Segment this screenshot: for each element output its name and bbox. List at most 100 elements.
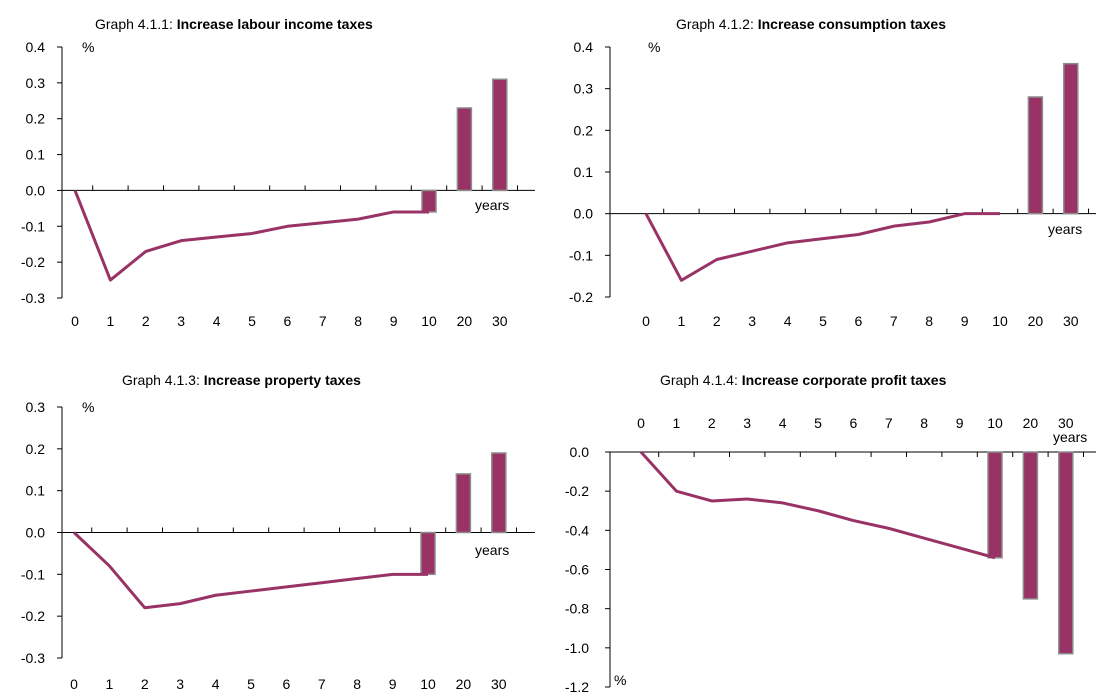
y-tick-label: -0.6 [565,562,589,578]
x-tick-label: 7 [890,313,898,329]
x-tick-label: 5 [814,415,822,431]
y-tick-label: 0.3 [574,81,594,97]
x-tick-label: 8 [920,415,928,431]
x-tick-label: 1 [107,313,115,329]
chart-title-bold: Increase labour income taxes [176,16,373,32]
bar [491,452,507,534]
x-tick-label: 4 [213,313,221,329]
x-axis-label: years [1053,429,1087,445]
x-tick-label: 5 [247,676,255,692]
bar [492,78,508,192]
x-tick-label: 9 [961,313,969,329]
chart-1-svg: 0.4 0.3 0.2 0.1 0.0 -0.1 -0.2 -0.3 0 1 2 3 4 5 6 7 8 9 10 2… [21,39,535,329]
x-tick-label: 9 [390,313,398,329]
x-tick-label: 6 [855,313,863,329]
x-tick-label: 7 [885,415,893,431]
x-tick-label: 8 [353,676,361,692]
x-tick-label: 10 [421,313,437,329]
y-tick-label: 0.3 [26,399,46,415]
x-tick-label: 3 [748,313,756,329]
x-tick-label: 0 [70,676,78,692]
x-tick-label: 9 [956,415,964,431]
y-tick-label: 0.0 [570,444,590,460]
bar [421,189,437,213]
x-tick-label: 0 [71,313,79,329]
x-tick-label: 4 [212,676,220,692]
y-tick-label: 0.2 [26,441,46,457]
x-tick-label: 30 [492,313,508,329]
x-tick-label: 30 [491,676,507,692]
y-tick-label: -0.3 [21,650,45,666]
x-axis-label: years [475,542,509,558]
x-axis-label: years [1048,221,1082,237]
y-tick-label: -1.2 [565,679,589,693]
bar [1022,451,1039,600]
chart-title-bold: Increase property taxes [203,372,361,388]
bar [1058,451,1074,655]
bar [1027,96,1044,215]
x-tick-label: 2 [708,415,716,431]
chart-3-svg: 0.3 0.2 0.1 0.0 -0.1 -0.2 -0.3 0 1 2 3 4 5 6 7 8 9 10 20 30… [21,399,535,692]
y-tick-label: -0.2 [569,289,593,305]
x-tick-label: 10 [420,676,436,692]
bar [420,531,436,576]
y-tick-label: 0.1 [574,164,594,180]
x-tick-label: 1 [678,313,686,329]
x-tick-label: 4 [779,415,787,431]
y-tick-label: -0.1 [569,247,593,263]
y-tick-label: -0.8 [565,601,589,617]
chart-title: Graph 4.1.3: Increase property taxes [122,372,361,388]
y-tick-label: -1.0 [565,640,589,656]
chart-panel-2: Graph 4.1.2: Increase consumption taxes … [548,0,1096,346]
y-tick-label: 0.2 [26,111,46,127]
x-axis-label: years [475,197,509,213]
y-tick-label: -0.2 [21,608,45,624]
y-tick-label: -0.1 [21,218,45,234]
x-tick-label: 30 [1063,313,1079,329]
x-tick-label: 0 [642,313,650,329]
chart-4-svg: 0.0 -0.2 -0.4 -0.6 -0.8 -1.0 -1.2 0 1 2 3 4 5 6 7 8 9 10 2… [565,415,1096,695]
chart-panel-3: Graph 4.1.3: Increase property taxes 0.3… [0,346,548,693]
y-tick-label: 0.1 [26,483,46,499]
y-tick-label: 0.3 [26,75,46,91]
bar [456,107,473,192]
chart-title-prefix: Graph 4.1.2: [676,16,754,32]
series-line [644,212,1000,282]
y-tick-label: 0.0 [26,525,46,541]
x-tick-label: 8 [925,313,933,329]
x-tick-label: 5 [248,313,256,329]
chart-title-prefix: Graph 4.1.1: [95,16,173,32]
y-tick-label: -0.2 [565,483,589,499]
series-line [639,450,996,560]
y-tick-label: -0.1 [21,566,45,582]
x-tick-label: 30 [1058,415,1074,431]
unit-label: % [82,39,94,55]
bar [987,451,1003,559]
x-tick-label: 10 [992,313,1008,329]
chart-title: Graph 4.1.2: Increase consumption taxes [676,16,946,32]
x-tick-label: 6 [283,676,291,692]
y-tick-label: 0.1 [26,147,46,163]
x-tick-label: 20 [456,676,472,692]
x-tick-label: 3 [743,415,751,431]
x-tick-label: 20 [457,313,473,329]
chart-title-bold: Increase consumption taxes [757,16,947,32]
y-tick-label: 0.2 [574,122,594,138]
x-tick-label: 1 [106,676,114,692]
x-tick-label: 7 [319,313,327,329]
unit-label: % [614,672,626,688]
unit-label: % [82,399,94,415]
x-tick-label: 9 [389,676,397,692]
x-tick-label: 7 [318,676,326,692]
chart-title: Graph 4.1.4: Increase corporate profit t… [660,372,946,388]
chart-title-bold: Increase corporate profit taxes [741,372,947,388]
chart-panel-4: Graph 4.1.4: Increase corporate profit t… [548,346,1096,695]
chart-title-prefix: Graph 4.1.3: [122,372,200,388]
x-tick-label: 2 [141,676,149,692]
x-tick-label: 5 [819,313,827,329]
bar [455,473,472,534]
x-tick-label: 20 [1023,415,1039,431]
series-line [73,189,429,282]
y-tick-label: 0.0 [26,182,46,198]
chart-title: Graph 4.1.1: Increase labour income taxe… [95,16,373,32]
